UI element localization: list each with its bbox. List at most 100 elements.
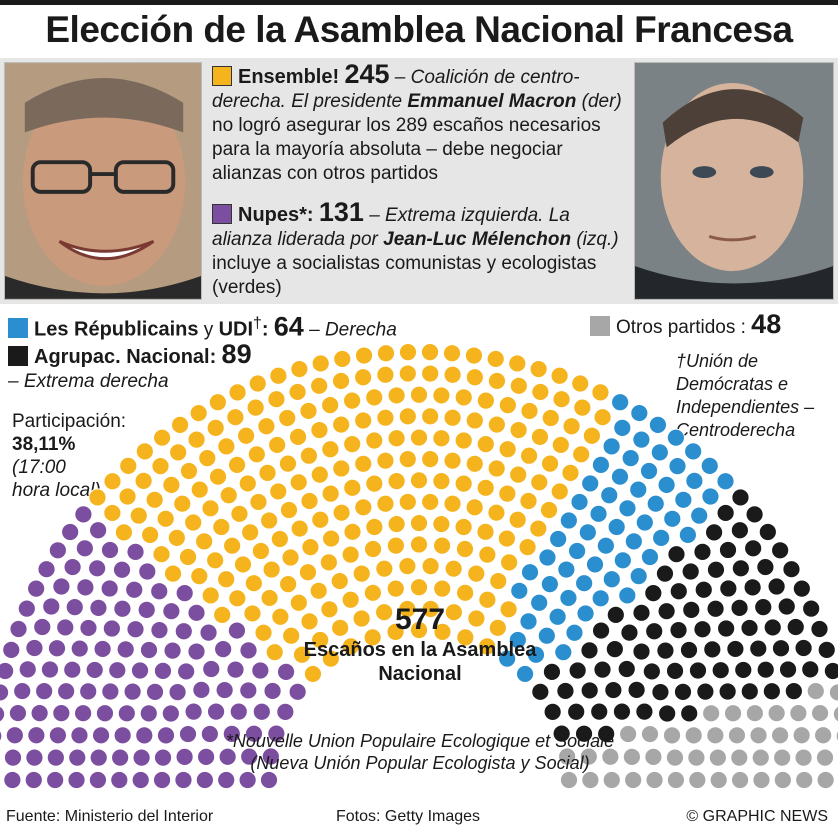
seat-les-r-publicains-y-udi [498,649,517,668]
seat-ensemble [573,398,592,417]
seat-otros-partidos [709,770,728,790]
seat-ensemble [321,440,340,459]
seat-agrupac-nacional [632,603,651,622]
seat-ensemble [223,536,242,555]
seat-otros-partidos [558,747,577,766]
seat-ensemble [520,401,539,421]
seat-agrupac-nacional [693,620,712,639]
seat-nupes [138,562,157,581]
seat-ensemble [444,603,463,622]
seat-ensemble [270,529,289,549]
seat-otros-partidos [644,747,663,767]
seat-ensemble [519,491,538,511]
seat-ensemble [190,567,209,586]
seat-ensemble [398,557,417,576]
seat-otros-partidos [666,770,686,790]
seat-nupes [163,641,182,660]
seat-nupes [93,639,112,659]
seat-ensemble [246,398,265,417]
seat-ensemble [288,382,307,402]
seat-les-r-publicains-y-udi [559,588,578,608]
seat-ensemble [213,605,232,624]
seat-nupes [13,681,32,701]
seat-ensemble [582,426,601,445]
seat-ensemble [387,429,406,448]
seat-ensemble [454,517,473,537]
seat-nupes [130,661,150,680]
seat-ensemble [487,415,506,434]
seat-ensemble [562,417,581,436]
seat-otros-partidos [601,747,620,766]
seat-nupes [85,660,104,680]
seat-agrupac-nacional [580,641,599,660]
seat-agrupac-nacional [543,702,562,722]
seat-nupes [113,599,132,618]
seat-les-r-publicains-y-udi [678,525,697,544]
seat-agrupac-nacional [771,639,791,658]
seat-agrupac-nacional [593,660,612,679]
seat-agrupac-nacional [706,560,726,579]
seat-ensemble [163,564,183,583]
seat-nupes [153,748,173,767]
seat-nupes [70,726,89,745]
seat-agrupac-nacional [620,623,639,642]
seat-les-r-publicains-y-udi [565,623,584,642]
seat-ensemble [363,583,382,602]
footer-credit: © GRAPHIC NEWS [686,808,828,825]
seat-les-r-publicains-y-udi [700,456,719,475]
seat-ensemble [260,511,279,530]
seat-ensemble [244,574,263,593]
seat-ensemble [561,463,580,482]
seat-nupes [110,770,129,790]
seat-nupes [0,683,10,702]
seat-les-r-publicains-y-udi [519,612,538,631]
seat-les-r-publicains-y-udi [602,437,621,456]
seat-nupes [24,770,43,790]
seat-ensemble [258,463,277,482]
seat-nupes [251,661,270,680]
seat-nupes [27,579,46,598]
seat-otros-partidos [662,726,682,745]
nupes-name: Nupes*: [238,204,314,226]
seat-otros-partidos [702,704,721,723]
seat-ensemble [454,431,473,450]
seat-ensemble [310,376,329,395]
seat-les-r-publicains-y-udi [578,523,597,542]
seat-ensemble [332,415,351,434]
seat-nupes [137,600,156,619]
seat-nupes [239,681,258,700]
seat-agrupac-nacional [567,702,586,721]
seat-agrupac-nacional [801,660,820,679]
seat-ensemble [153,428,172,447]
seat-ensemble [508,510,527,529]
seat-ensemble [571,374,590,393]
seat-agrupac-nacional [642,662,661,681]
seat-ensemble [433,622,452,641]
seat-nupes [89,521,108,540]
seat-agrupac-nacional [673,682,693,701]
seat-les-r-publicains-y-udi [596,536,615,555]
udi-footnote: †Unión de Demócratas e Independientes – … [676,351,815,440]
seat-nupes [102,619,121,638]
seat-nupes [226,660,245,679]
seat-agrupac-nacional [679,640,699,660]
seat-ensemble [456,628,475,647]
seat-les-r-publicains-y-udi [668,457,687,476]
seat-ensemble [365,517,384,537]
seat-ensemble [322,529,341,548]
seat-agrupac-nacional [669,621,688,640]
seat-ensemble [206,418,225,437]
seat-ensemble [141,525,160,544]
seat-nupes [63,660,82,679]
seat-ensemble [208,393,227,412]
seat-nupes [3,748,23,767]
ensemble-desc-c: no logró asegurar los 289 escaños necesa… [212,115,601,184]
seat-ensemble [444,559,463,578]
footer-source: Fuente: Ministerio del Interior [6,808,214,825]
seat-ensemble [332,503,351,522]
seat-ensemble [530,427,550,446]
seat-ensemble [420,343,440,362]
seat-agrupac-nacional [754,598,773,617]
seat-ensemble [552,390,571,409]
seat-les-r-publicains-y-udi [716,472,735,491]
